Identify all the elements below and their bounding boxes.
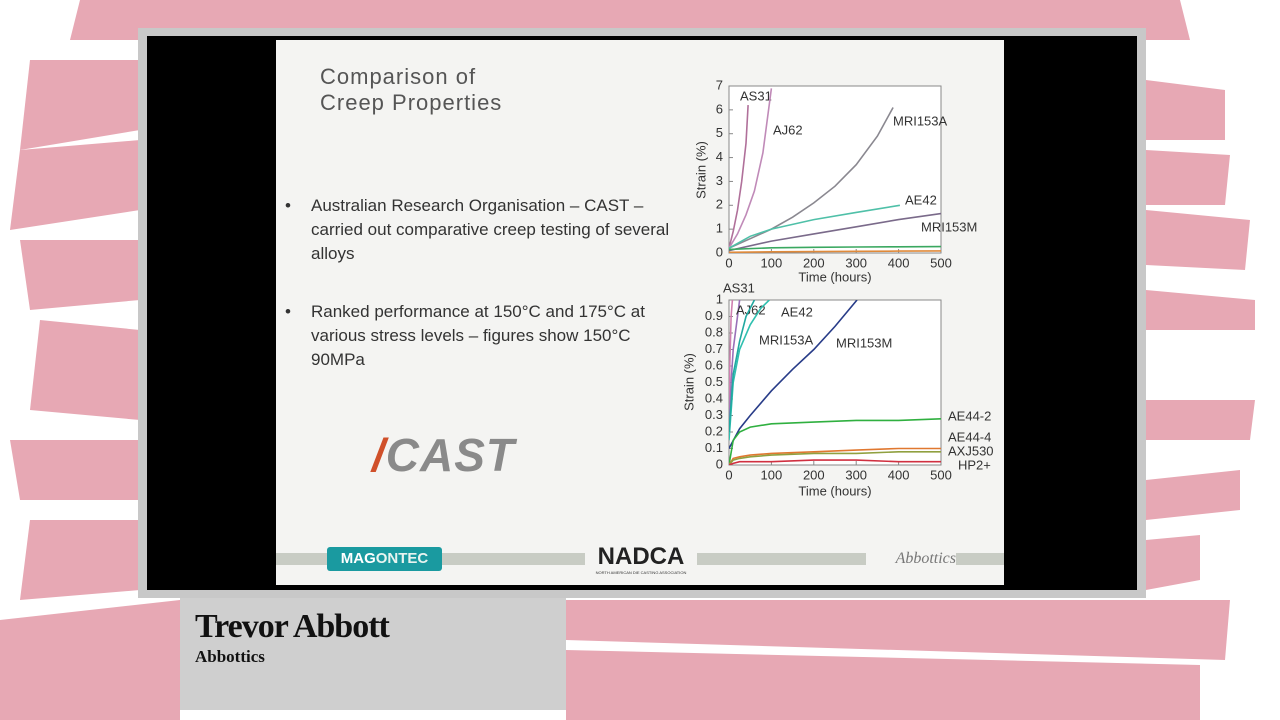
curve bbox=[729, 447, 941, 465]
x-tick-label: 100 bbox=[761, 255, 783, 270]
y-tick-label: 0.4 bbox=[705, 390, 723, 405]
cast-logo: /CAST bbox=[372, 429, 516, 481]
plot-area bbox=[728, 299, 942, 466]
curve bbox=[729, 204, 901, 249]
nadca-sub: NORTH AMERICAN DIE CASTING ASSOCIATION bbox=[595, 570, 687, 575]
curve bbox=[729, 107, 894, 249]
curve-label: AE42 bbox=[905, 192, 937, 207]
y-tick-label: 1 bbox=[716, 221, 723, 236]
y-tick-label: 0.2 bbox=[705, 423, 723, 438]
nadca-text: NADCA bbox=[597, 543, 685, 570]
curve bbox=[729, 212, 941, 252]
y-tick-label: 1 bbox=[716, 291, 723, 306]
x-axis-label: Time (hours) bbox=[798, 483, 871, 498]
y-tick-label: 3 bbox=[716, 173, 723, 188]
curve-label: AS31 bbox=[723, 280, 755, 295]
slide-title: Comparison of Creep Properties bbox=[320, 64, 502, 116]
x-tick-label: 0 bbox=[725, 255, 732, 270]
curve-label: AE44-2 bbox=[948, 408, 991, 423]
y-tick-label: 6 bbox=[716, 101, 723, 116]
logo-part: MAG bbox=[340, 550, 376, 567]
y-tick-label: 0.3 bbox=[705, 407, 723, 422]
y-tick-label: 0 bbox=[716, 456, 723, 471]
speaker-name: Trevor Abbott bbox=[195, 608, 390, 645]
curve-label: AS31 bbox=[740, 88, 772, 103]
speaker-company: Abbottics bbox=[195, 647, 265, 666]
logo-part: ONTEC bbox=[375, 550, 429, 567]
curve-label: MRI153A bbox=[893, 113, 948, 128]
curve-label: MRI153M bbox=[836, 335, 892, 350]
x-tick-label: 0 bbox=[725, 467, 732, 482]
x-axis-label: Time (hours) bbox=[798, 269, 871, 284]
y-tick-label: 0.1 bbox=[705, 440, 723, 455]
curve bbox=[729, 250, 941, 253]
y-tick-label: 0.6 bbox=[705, 357, 723, 372]
y-axis-label: Strain (%) bbox=[693, 141, 708, 199]
curve bbox=[729, 245, 941, 251]
curve bbox=[729, 300, 741, 433]
abbottics-logo: Abbottics bbox=[866, 544, 956, 574]
plot-area bbox=[728, 85, 942, 254]
y-tick-label: 0.7 bbox=[705, 341, 723, 356]
y-tick-label: 5 bbox=[716, 125, 723, 140]
x-tick-label: 500 bbox=[930, 255, 952, 270]
x-tick-label: 300 bbox=[845, 255, 867, 270]
curve-label: MRI153M bbox=[921, 219, 977, 234]
curve bbox=[729, 300, 858, 449]
magontec-logo: MAGONTEC bbox=[327, 547, 442, 571]
curve-label: AXJ530 bbox=[948, 443, 994, 458]
abbottics-text: Abbottics bbox=[895, 550, 956, 567]
y-tick-label: 4 bbox=[716, 149, 723, 164]
curve bbox=[729, 451, 941, 465]
y-tick-label: 0.5 bbox=[705, 374, 723, 389]
curve bbox=[729, 459, 941, 465]
curve-label: AJ62 bbox=[773, 122, 803, 137]
x-tick-label: 400 bbox=[888, 255, 910, 270]
y-tick-label: 2 bbox=[716, 197, 723, 212]
title-line: Comparison of bbox=[320, 64, 477, 89]
cast-text: CAST bbox=[385, 429, 516, 481]
y-tick-label: 0 bbox=[716, 244, 723, 259]
curve bbox=[729, 418, 941, 465]
x-tick-label: 100 bbox=[761, 467, 783, 482]
curve-label: HP2+ bbox=[958, 457, 991, 472]
y-axis-label: Strain (%) bbox=[681, 353, 696, 411]
y-tick-label: 0.8 bbox=[705, 324, 723, 339]
bullet: • Ranked performance at 150°C and 175°C a… bbox=[285, 300, 680, 372]
nadca-logo: NADCA NORTH AMERICAN DIE CASTING ASSOCIA… bbox=[585, 544, 697, 578]
curve-label: AE44-4 bbox=[948, 429, 991, 444]
title-line: Creep Properties bbox=[320, 90, 503, 115]
curve bbox=[729, 300, 734, 416]
bullet-text: Australian Research Organisation – CAST … bbox=[311, 196, 670, 263]
curve bbox=[729, 300, 756, 433]
x-tick-label: 300 bbox=[845, 467, 867, 482]
curve bbox=[729, 88, 773, 249]
lower-third bbox=[180, 598, 566, 710]
curve-label: AE42 bbox=[781, 304, 813, 319]
x-tick-label: 200 bbox=[803, 467, 825, 482]
bullet-text: Ranked performance at 150°C and 175°C at… bbox=[311, 302, 645, 369]
curve bbox=[729, 105, 749, 249]
curve-label: MRI153A bbox=[759, 332, 814, 347]
x-tick-label: 400 bbox=[888, 467, 910, 482]
x-tick-label: 200 bbox=[803, 255, 825, 270]
y-tick-label: 0.9 bbox=[705, 308, 723, 323]
x-tick-label: 500 bbox=[930, 467, 952, 482]
bullet: • Australian Research Organisation – CAST… bbox=[285, 194, 680, 266]
curve-label: AJ62 bbox=[736, 302, 766, 317]
y-tick-label: 7 bbox=[716, 77, 723, 92]
